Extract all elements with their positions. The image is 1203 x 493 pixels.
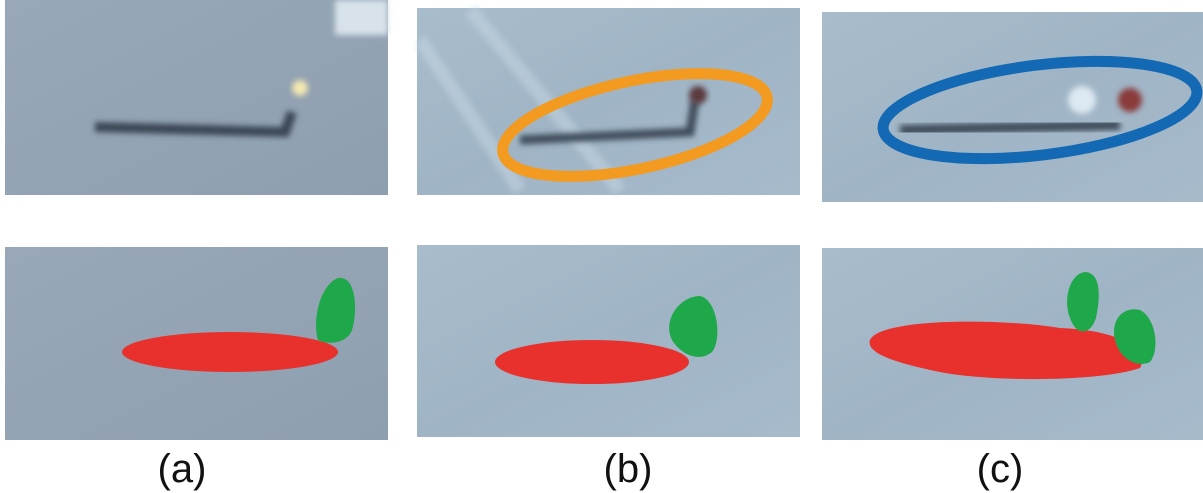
photo-c-top [822, 12, 1203, 202]
segment-c [822, 248, 1203, 440]
photo-a-top [5, 0, 388, 195]
panel-label: (a) [158, 447, 207, 491]
panel-label: (c) [977, 447, 1024, 491]
page: {"panels": {"labels": ["(a)", "(b)", "(c… [0, 0, 1203, 493]
photo-b-top [417, 8, 800, 196]
panel-label: (b) [604, 447, 653, 491]
segment-b [417, 245, 800, 437]
segment-a [5, 247, 388, 440]
figure: (a) (b) (c) [0, 0, 1203, 493]
